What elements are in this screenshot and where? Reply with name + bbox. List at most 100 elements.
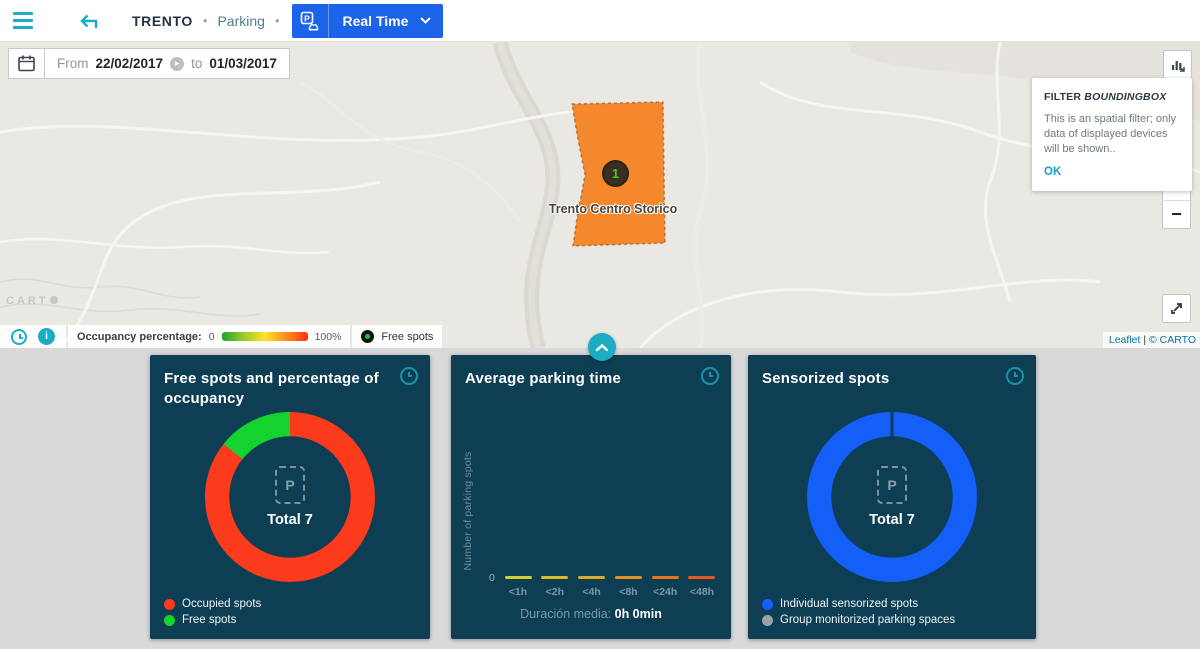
breadcrumb-city[interactable]: TRENTO [132,13,193,29]
bar [541,576,568,579]
history-clock-icon[interactable] [1006,367,1024,385]
from-label: From [57,56,89,71]
date-range-field[interactable]: From 22/02/2017 ▸ to 01/03/2017 [45,48,290,79]
parking-car-icon: P [292,4,329,38]
map-canvas[interactable]: 1 Trento Centro Storico From 22/02/2017 … [0,42,1200,348]
legend-item: Individual sensorized spots [762,598,955,610]
minus-icon: − [1171,204,1182,225]
y-axis-label: Number of parking spots [462,441,474,581]
legend-tools: i [0,325,66,348]
fullscreen-button[interactable] [1162,294,1191,323]
app-screen: TRENTO • Parking • P Real Time [0,0,1200,649]
carto-watermark-dot [50,296,58,304]
parking-time-bar-chart: <1h<2h<4h<8h<24h<48h [503,576,717,598]
clock-hand [408,375,412,377]
legend-label: Occupied spots [182,598,261,610]
widgets-panel: Free spots and percentage of occupancy P… [0,348,1200,649]
breadcrumb-separator: • [275,13,280,28]
occupancy-card-title: Free spots and percentage of occupancy [164,369,389,408]
menu-bar [13,19,33,22]
legend-dot-icon [762,615,773,626]
cluster-marker[interactable]: 1 [602,160,629,187]
bar-column: <1h [503,576,533,598]
bar-column: <8h [613,576,643,598]
filter-ok-link[interactable]: OK [1044,166,1061,178]
legend-item: Group monitorized parking spaces [762,614,955,626]
map-attribution: Leaflet | © CARTO [1103,332,1200,348]
history-clock-icon[interactable] [400,367,418,385]
bar-column: <24h [650,576,680,598]
bar [615,576,642,579]
filter-title-emphasis: BOUNDINGBOX [1084,91,1166,103]
carto-watermark-text: CART [6,295,49,307]
free-spot-marker-icon [361,330,374,343]
breadcrumb-separator: • [203,13,208,28]
chevron-up-icon [595,343,609,352]
zoom-out-button[interactable]: − [1162,200,1191,229]
x-axis-tick: <24h [653,586,677,598]
menu-bar [13,12,33,15]
average-duration-label: Duración media: [520,607,611,621]
calendar-icon [17,54,36,73]
realtime-dropdown-button[interactable]: P Real Time [292,4,444,38]
info-icon[interactable]: i [38,328,55,345]
filter-panel-title: FILTER BOUNDINGBOX [1044,91,1180,103]
average-duration: Duración media: 0h 0min [451,607,731,621]
breadcrumb: TRENTO • Parking • [132,13,280,29]
bar [505,576,532,579]
bar-column: <4h [577,576,607,598]
legend-label: Free spots [182,614,236,626]
attribution-separator: | [1143,334,1146,346]
chevron-down-icon [420,17,443,24]
clock-hand [19,337,23,339]
occupancy-legend: Occupancy percentage: 0 100% [68,325,350,348]
calendar-button[interactable] [8,48,45,79]
cluster-count: 1 [612,166,619,181]
to-label: to [191,56,202,71]
x-axis-tick: <4h [582,586,600,598]
bar [652,576,679,579]
parking-car-glyph: P [299,10,321,32]
donut-segment [819,424,965,570]
expand-icon [1168,300,1185,317]
sensorized-donut-chart: P Total 7 [807,412,977,582]
occupancy-card: Free spots and percentage of occupancy P… [150,355,430,639]
topbar: TRENTO • Parking • P Real Time [0,0,1200,42]
time-history-icon[interactable] [11,329,27,345]
widgets-toggle-button[interactable] [1163,50,1192,79]
legend-label: Group monitorized parking spaces [780,614,955,626]
occupancy-min: 0 [209,331,215,343]
carto-link[interactable]: © CARTO [1149,334,1196,346]
swap-dates-icon[interactable]: ▸ [170,57,184,71]
realtime-label: Real Time [329,13,421,29]
breadcrumb-section[interactable]: Parking [217,13,264,29]
collapse-panels-button[interactable] [588,333,616,361]
leaflet-link[interactable]: Leaflet [1109,334,1141,346]
filter-title-prefix: FILTER [1044,91,1084,103]
clock-hand [709,375,713,377]
date-filter: From 22/02/2017 ▸ to 01/03/2017 [8,48,290,79]
hamburger-menu-icon[interactable] [0,0,46,42]
from-date-value[interactable]: 22/02/2017 [96,56,164,71]
history-clock-icon[interactable] [701,367,719,385]
parking-time-card: Average parking time Number of parking s… [451,355,731,639]
parking-time-card-title: Average parking time [465,369,690,389]
legend-label: Individual sensorized spots [780,598,918,610]
filter-panel-body: This is an spatial filter; only data of … [1044,112,1180,157]
back-arrow-glyph [76,10,100,32]
free-spots-legend: Free spots [352,325,442,348]
map-legend-bar: i Occupancy percentage: 0 100% Free spot… [0,325,442,348]
x-axis-tick: <8h [619,586,637,598]
to-date-value[interactable]: 01/03/2017 [209,56,277,71]
bar [688,576,715,579]
occupancy-chart-legend: Occupied spots Free spots [164,598,261,626]
clock-hand [1014,375,1018,377]
x-axis-tick: <1h [509,586,527,598]
occupancy-legend-label: Occupancy percentage: [77,331,202,343]
legend-item: Free spots [164,614,261,626]
back-arrow-icon[interactable] [68,0,108,42]
occupancy-max: 100% [315,331,342,343]
sensorized-card-title: Sensorized spots [762,369,987,389]
boundingbox-filter-panel: FILTER BOUNDINGBOX This is an spatial fi… [1032,78,1192,191]
bar-column: <2h [540,576,570,598]
